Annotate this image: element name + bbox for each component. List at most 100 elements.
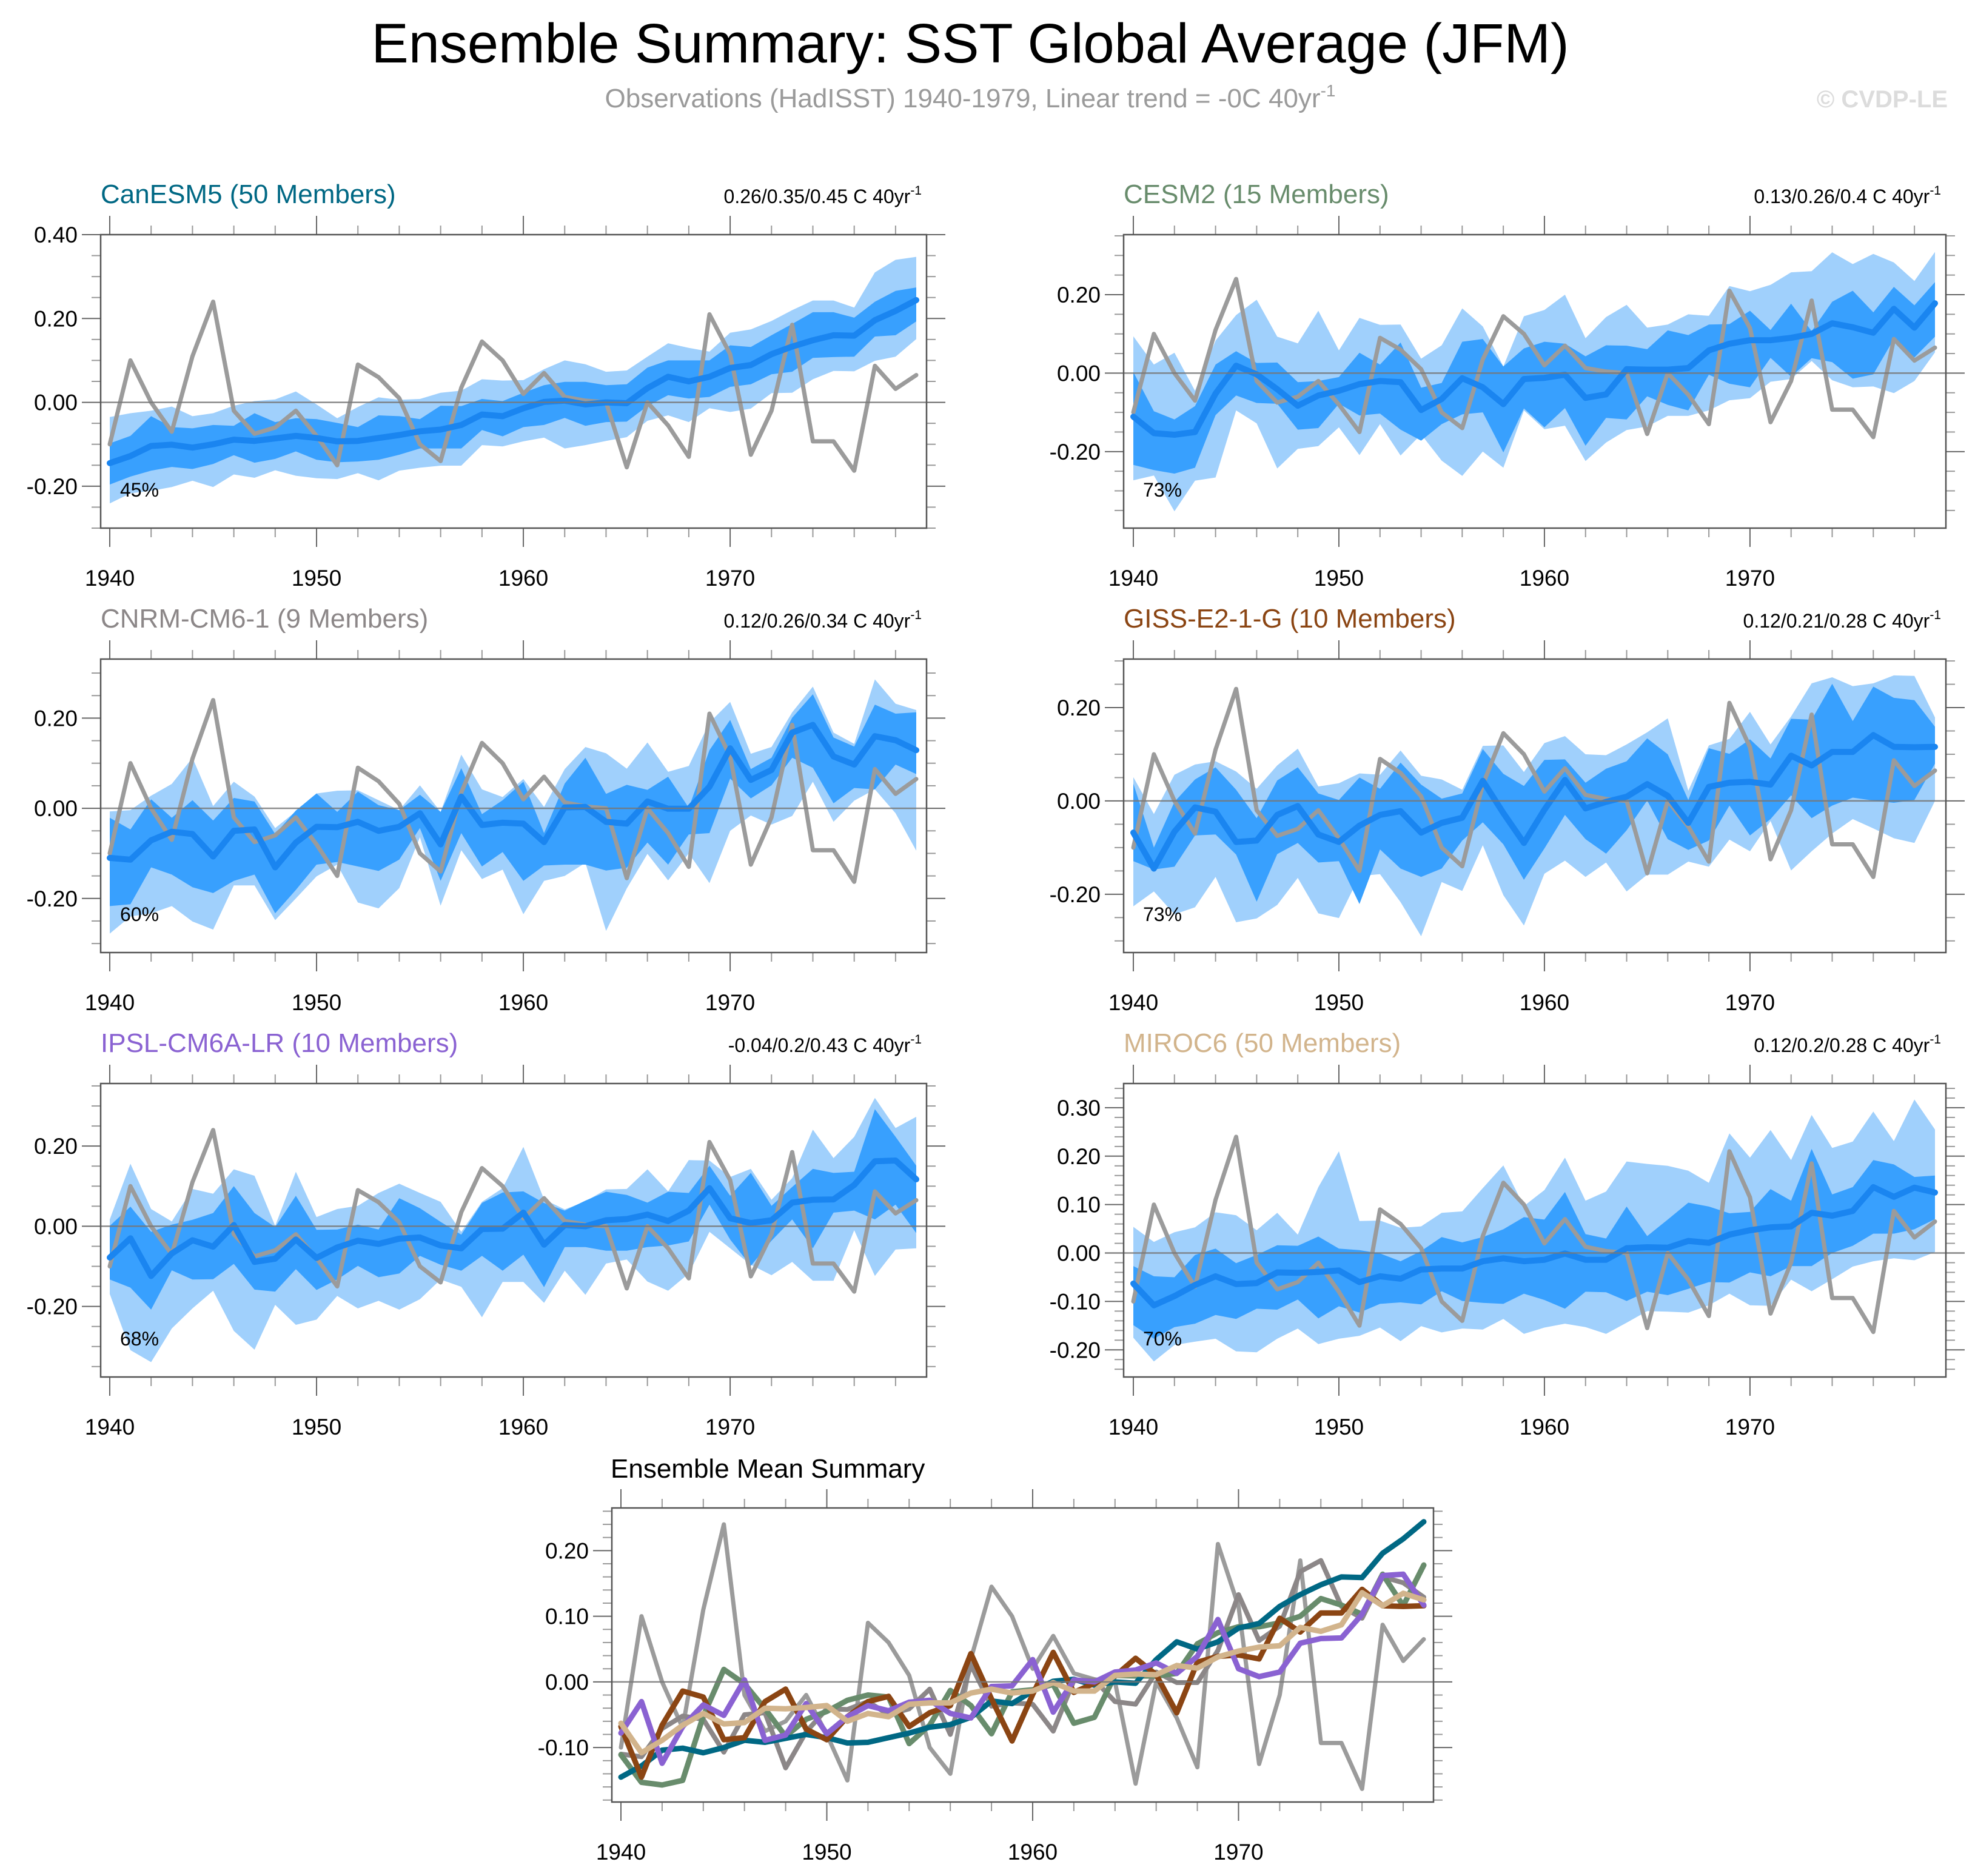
model-mean-line xyxy=(618,1586,1427,1780)
x-tick-label: 1940 xyxy=(85,990,135,1015)
y-tick-label: 0.20 xyxy=(545,1538,589,1563)
model-panel: 0.20 0.00 -0.20 1940 1950 1960 1970 CESM2 (15 M… xyxy=(1050,179,1965,591)
y-tick-label: 0.00 xyxy=(1057,1241,1101,1266)
plot-frame xyxy=(1122,658,1947,954)
ensemble-mean-line xyxy=(107,1157,919,1279)
plot-area xyxy=(1130,1099,1938,1362)
trend-label: 0.13/0.26/0.4 C 40yr-1 xyxy=(1754,184,1941,207)
percent-label: 60% xyxy=(120,903,159,925)
y-tick-label: 0.20 xyxy=(34,1134,78,1159)
model-panel: 0.40 0.20 0.00 -0.20 1940 1950 1960 1970 CanESM5… xyxy=(27,179,945,591)
plot-frame xyxy=(1122,233,1947,529)
trend-label-text: -0.04/0.2/0.43 C 40yr xyxy=(728,1034,911,1056)
x-tick-label: 1940 xyxy=(596,1840,646,1864)
trend-label: -0.04/0.2/0.43 C 40yr-1 xyxy=(728,1033,922,1056)
trend-label-text: 0.12/0.2/0.28 C 40yr xyxy=(1754,1034,1930,1056)
plot-area xyxy=(1130,675,1938,937)
model-panel: 0.20 0.00 -0.20 1940 1950 1960 1970 IPSL-CM6A-L… xyxy=(27,1028,945,1439)
y-tick-label: 0.00 xyxy=(34,796,78,821)
y-tick-label: 0.00 xyxy=(545,1670,589,1695)
trend-label-text: 0.12/0.21/0.28 C 40yr xyxy=(1743,610,1930,632)
trend-label-superscript: -1 xyxy=(910,608,922,622)
y-tick-label: 0.30 xyxy=(1057,1096,1101,1121)
percent-label: 73% xyxy=(1143,903,1182,925)
inner-spread-band xyxy=(1133,1148,1935,1339)
y-tick-label: 0.00 xyxy=(1057,361,1101,386)
panels: 0.40 0.20 0.00 -0.20 1940 1950 1960 1970 CanESM5… xyxy=(27,179,1965,1864)
x-tick-label: 1950 xyxy=(802,1840,851,1864)
x-tick-label: 1960 xyxy=(1008,1840,1058,1864)
model-mean-line xyxy=(618,1571,1427,1766)
x-tick-label: 1940 xyxy=(85,1415,135,1439)
trend-label: 0.12/0.26/0.34 C 40yr-1 xyxy=(724,608,922,632)
model-mean-line xyxy=(618,1590,1427,1756)
main-title: Ensemble Summary: SST Global Average (JF… xyxy=(371,13,1569,75)
y-tick-label: 0.10 xyxy=(1057,1193,1101,1218)
trend-label-superscript: -1 xyxy=(1930,1033,1941,1047)
y-tick-label: 0.00 xyxy=(34,390,78,415)
x-tick-label: 1960 xyxy=(498,566,548,591)
subtitle-text: Observations (HadISST) 1940-1979, Linear… xyxy=(605,84,1321,113)
y-tick-label: -0.20 xyxy=(27,1295,78,1319)
y-tick-label: -0.20 xyxy=(1050,440,1101,464)
plot-area xyxy=(107,679,919,934)
plot-area xyxy=(107,1097,919,1362)
x-tick-label: 1970 xyxy=(705,1415,755,1439)
x-tick-label: 1960 xyxy=(1520,566,1569,591)
subtitle-superscript: -1 xyxy=(1321,81,1336,100)
x-tick-label: 1970 xyxy=(1213,1840,1263,1864)
x-tick-label: 1950 xyxy=(1314,990,1364,1015)
plot-area xyxy=(618,1519,1427,1791)
inner-spread-band xyxy=(1133,683,1935,904)
panel-title: CanESM5 (50 Members) xyxy=(101,179,396,209)
ensemble-mean-line xyxy=(1130,300,1938,438)
trend-label-superscript: -1 xyxy=(910,184,922,198)
y-tick-label: -0.20 xyxy=(27,886,78,911)
x-tick-label: 1960 xyxy=(498,990,548,1015)
y-tick-label: 0.20 xyxy=(1057,283,1101,307)
x-tick-label: 1970 xyxy=(705,566,755,591)
observations-line xyxy=(107,300,919,473)
trend-label: 0.26/0.35/0.45 C 40yr-1 xyxy=(724,184,922,207)
model-panel: 0.20 0.00 -0.20 1940 1950 1960 1970 GISS-E2-1-G… xyxy=(1050,604,1965,1015)
percent-label: 45% xyxy=(120,479,159,501)
inner-spread-band xyxy=(110,694,916,914)
y-tick-label: -0.20 xyxy=(1050,1338,1101,1362)
ensemble-mean-summary-panel: Ensemble Mean Summary 0.20 0.10 0.00 -0.10 19… xyxy=(538,1454,1452,1864)
x-tick-label: 1960 xyxy=(1520,1415,1569,1439)
panel-title: IPSL-CM6A-LR (10 Members) xyxy=(101,1028,458,1058)
x-tick-label: 1950 xyxy=(1314,566,1364,591)
y-tick-label: 0.20 xyxy=(34,306,78,331)
y-tick-label: 0.10 xyxy=(545,1604,589,1629)
trend-label-superscript: -1 xyxy=(1930,184,1941,198)
x-tick-label: 1940 xyxy=(1108,990,1158,1015)
summary-title: Ensemble Mean Summary xyxy=(611,1454,925,1484)
x-tick-label: 1940 xyxy=(1108,566,1158,591)
y-tick-label: 0.40 xyxy=(34,223,78,247)
ensemble-mean-line xyxy=(1130,732,1938,872)
observations-line xyxy=(1131,276,1937,440)
x-tick-label: 1950 xyxy=(1314,1415,1364,1439)
x-tick-label: 1960 xyxy=(1520,990,1569,1015)
plot-frame xyxy=(99,1082,928,1378)
x-tick-label: 1970 xyxy=(1725,1415,1775,1439)
plot-area xyxy=(1130,252,1938,512)
x-tick-label: 1940 xyxy=(1108,1415,1158,1439)
panel-title: CNRM-CM6-1 (9 Members) xyxy=(101,604,428,634)
trend-label-text: 0.12/0.26/0.34 C 40yr xyxy=(724,610,911,632)
plot-frame xyxy=(99,658,928,954)
y-tick-label: -0.20 xyxy=(27,474,78,499)
x-tick-label: 1970 xyxy=(1725,990,1775,1015)
observations-line xyxy=(619,1522,1426,1791)
x-tick-label: 1950 xyxy=(292,566,341,591)
y-tick-label: 0.20 xyxy=(34,706,78,731)
x-tick-label: 1970 xyxy=(705,990,755,1015)
subtitle: Observations (HadISST) 1940-1979, Linear… xyxy=(605,81,1336,113)
y-tick-label: 0.20 xyxy=(1057,695,1101,720)
y-tick-label: -0.20 xyxy=(1050,882,1101,907)
ensemble-mean-line xyxy=(1130,1184,1938,1308)
y-tick-label: 0.20 xyxy=(1057,1144,1101,1169)
plot-frame xyxy=(1122,1082,1947,1378)
trend-label-text: 0.26/0.35/0.45 C 40yr xyxy=(724,186,911,207)
